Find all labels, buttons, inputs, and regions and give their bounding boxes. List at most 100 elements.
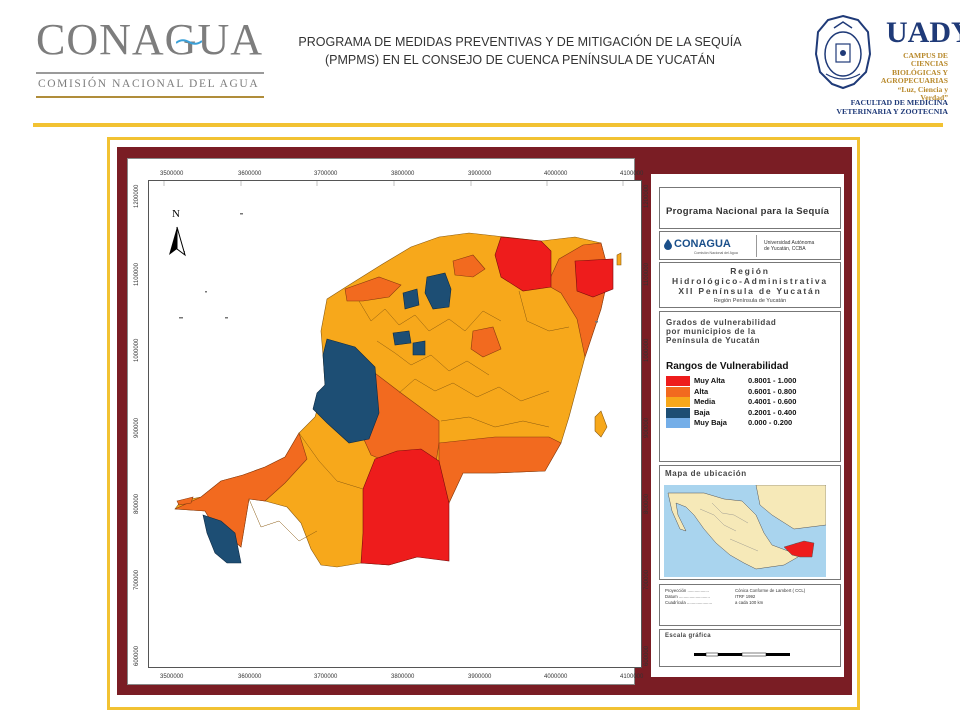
- y-tick: 1100000: [134, 263, 140, 286]
- region-alta-south: [438, 436, 562, 504]
- program-title: Programa Nacional para la Sequía: [666, 206, 830, 217]
- region-alta-east-inland: [470, 326, 502, 358]
- north-arrow-icon: [169, 226, 186, 257]
- x-tick: 3700000: [314, 171, 338, 177]
- legend-swatch: [666, 397, 690, 407]
- scale-bar-icon: [694, 652, 790, 657]
- y-tick: 800000: [644, 493, 650, 514]
- x-tick: 3600000: [238, 171, 262, 177]
- region-baja-north-4: [412, 340, 426, 356]
- y-tick: 600000: [644, 645, 650, 666]
- x-tick: 4100000: [620, 674, 644, 680]
- legend-label: Media: [694, 397, 716, 406]
- legend-swatch: [666, 386, 690, 397]
- x-tick: 3900000: [468, 674, 492, 680]
- x-tick: 4000000: [544, 674, 568, 680]
- y-tick: 800000: [134, 493, 140, 514]
- region-baja-west: [312, 338, 380, 444]
- legend-items: Muy Alta 0.8001 - 1.000 Alta 0.6001 - 0.800…: [666, 376, 840, 429]
- x-tick: 3800000: [391, 171, 415, 177]
- island-carmen: [176, 496, 194, 506]
- legend-item: Muy Alta 0.8001 - 1.000: [666, 376, 840, 387]
- page-title: PROGRAMA DE MEDIDAS PREVENTIVAS Y DE MIT…: [270, 33, 770, 69]
- legend-range: 0.000 - 0.200: [748, 418, 793, 427]
- title-line-1: PROGRAMA DE MEDIDAS PREVENTIVAS Y DE MIT…: [298, 35, 742, 49]
- region-muy-alta-tip: [574, 258, 614, 298]
- x-tick: 3500000: [160, 674, 184, 680]
- legend-range: 0.2001 - 0.400: [748, 407, 797, 417]
- region-box: Región Hidrológico-Administrativa XII Pe…: [659, 262, 841, 308]
- datum-row: Datum .......................... ITRF 199…: [665, 594, 756, 599]
- legend-item: Baja 0.2001 - 0.400: [666, 407, 840, 419]
- ranges-title: Rangos de Vulnerabilidad: [666, 361, 789, 372]
- logo-separator: [756, 235, 757, 257]
- y-tick: 1000000: [644, 338, 650, 362]
- legend-label: Muy Baja: [694, 418, 727, 427]
- legend-label: Muy Alta: [694, 376, 725, 385]
- y-tick: 900000: [134, 417, 140, 438]
- conagua-logo-subtitle: COMISIÓN NACIONAL DEL AGUA: [38, 78, 260, 90]
- y-tick: 1200000: [644, 184, 650, 208]
- y-tick: 900000: [644, 417, 650, 438]
- x-tick: 3800000: [391, 674, 415, 680]
- island-cozumel: [594, 410, 608, 438]
- region-line-2: Hidrológico-Administrativa: [672, 276, 828, 286]
- y-tick: 1000000: [134, 338, 140, 362]
- location-title: Mapa de ubicación: [665, 469, 747, 478]
- conagua-small-subtitle: Comisión Nacional del Agua: [694, 251, 738, 255]
- region-subtitle: Región Península de Yucatán: [713, 298, 787, 304]
- mexico-map: [667, 484, 827, 570]
- x-tick: 3700000: [314, 674, 338, 680]
- logo-divider-gold: [36, 96, 264, 98]
- header-divider: [33, 123, 943, 127]
- conagua-logo: CONAGUA COMISIÓN NACIONAL DEL AGUA: [36, 18, 268, 98]
- logo-divider: [36, 72, 264, 74]
- region-baja-north-2: [402, 288, 420, 310]
- y-tick: 1200000: [134, 184, 140, 208]
- municipal-boundaries: [248, 290, 570, 542]
- legend-box: Grados de vulnerabilidad por municipios …: [659, 311, 841, 462]
- region-line-1: Región: [730, 266, 770, 276]
- university-name: Universidad Autónoma de Yucatán, CCBA: [764, 240, 815, 252]
- legend-label: Baja: [694, 407, 710, 417]
- legend-swatch: [666, 418, 690, 428]
- legend-title-line-2: por municipios de la: [666, 327, 756, 336]
- conagua-small-logo: CONAGUA: [674, 238, 731, 250]
- projection-box: Proyección .................. Cónica Conf…: [659, 584, 841, 626]
- x-tick: 3600000: [238, 674, 262, 680]
- legend-range: 0.6001 - 0.800: [748, 386, 797, 396]
- region-line-3: XII Península de Yucatán: [678, 286, 822, 296]
- grid-row: Cuadrícula ..................... a cada 1…: [665, 600, 764, 605]
- projection-row: Proyección .................. Cónica Conf…: [665, 588, 806, 593]
- legend-swatch: [666, 407, 690, 418]
- region-muy-alta-south: [360, 448, 450, 566]
- region-baja-southwest: [202, 514, 242, 564]
- location-inset-map: [664, 484, 827, 577]
- water-wave-icon: [176, 39, 202, 45]
- legend-item: Muy Baja 0.000 - 0.200: [666, 418, 840, 429]
- scale-title: Escala gráfica: [665, 633, 711, 639]
- region-alta-coast: [452, 254, 486, 278]
- x-tick: 3500000: [160, 171, 184, 177]
- y-tick: 700000: [644, 569, 650, 590]
- vulnerability-map: N: [148, 180, 642, 668]
- island-mujeres: [616, 252, 622, 266]
- y-tick: 700000: [134, 569, 140, 590]
- region-alta-north: [344, 276, 402, 302]
- logos-box: CONAGUA Comisión Nacional del Agua Unive…: [659, 231, 841, 260]
- legend-item: Alta 0.6001 - 0.800: [666, 386, 840, 398]
- region-baja-north-3: [392, 330, 412, 346]
- y-tick: 1100000: [644, 263, 650, 286]
- title-line-2: (PMPMS) EN EL CONSEJO DE CUENCA PENÍNSUL…: [324, 53, 716, 67]
- location-box: Mapa de ubicación: [659, 465, 841, 580]
- region-muy-alta-northeast: [494, 236, 552, 292]
- legend-item: Media 0.4001 - 0.600: [666, 397, 840, 408]
- conagua-small-icon: [664, 239, 672, 250]
- y-tick: 600000: [134, 645, 140, 666]
- legend-range: 0.4001 - 0.600: [748, 397, 797, 406]
- uady-logo: UADY CAMPUS DE CIENCIAS BIOLÓGICAS Y AGR…: [808, 12, 960, 120]
- uady-seal-icon: [814, 14, 872, 90]
- legend-label: Alta: [694, 386, 709, 396]
- uady-logo-word: UADY: [886, 16, 960, 49]
